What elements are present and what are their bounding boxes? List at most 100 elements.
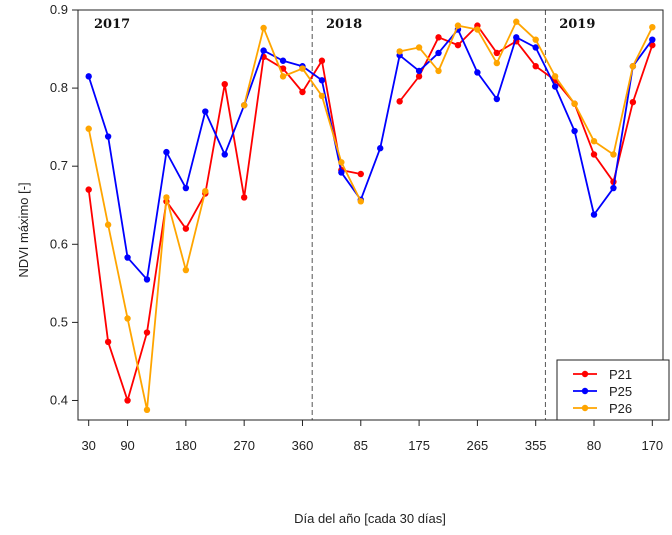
- data-point-P25-7: [202, 108, 209, 115]
- x-axis-title: Día del año [cada 30 días]: [294, 511, 446, 526]
- data-point-P25-1: [85, 73, 92, 80]
- data-point-P26-28: [610, 151, 617, 158]
- x-tick-label-270: 270: [233, 438, 255, 453]
- x-tick-label-80: 80: [587, 438, 601, 453]
- data-point-P26-6: [182, 266, 190, 274]
- legend-marker-P21: [581, 370, 589, 378]
- data-point-P26-10: [260, 24, 267, 32]
- data-point-P26-27: [590, 138, 598, 145]
- data-point-P26-7: [202, 187, 209, 195]
- data-point-P25-27: [590, 211, 598, 218]
- legend-marker-P25: [581, 387, 589, 395]
- data-point-P21-17: [396, 98, 403, 105]
- series-P26: [85, 18, 656, 414]
- data-point-P25-25: [551, 83, 559, 90]
- axes: 0.4 0.5 0.6 0.7 0.8 0.9 30 90 180 270 360 85 175 265 3…: [50, 2, 664, 453]
- data-point-P26-3: [124, 315, 131, 322]
- plot-frame: [77, 9, 664, 421]
- data-point-P26-29: [629, 63, 637, 70]
- legend-marker-P26: [581, 404, 589, 412]
- data-point-P21-8: [221, 80, 228, 88]
- data-point-P26-30: [649, 23, 656, 31]
- data-point-P26-9: [240, 102, 248, 109]
- data-point-P26-12: [299, 65, 306, 72]
- legend: P21 P25 P26: [556, 359, 670, 421]
- data-point-P25-14: [338, 169, 345, 176]
- x-tick-label-180: 180: [175, 438, 197, 453]
- legend-label-P25: P25: [609, 384, 632, 399]
- data-point-P21-2: [104, 338, 112, 346]
- data-point-P25-4: [143, 276, 151, 283]
- data-point-P25-8: [221, 151, 228, 158]
- data-point-P21-19: [435, 34, 442, 41]
- series-line-P25-1: [87, 28, 654, 281]
- data-point-P25-28: [610, 184, 617, 192]
- data-point-P21-22: [493, 49, 501, 57]
- y-axis-title: NDVI máximo [-]: [16, 182, 31, 277]
- x-tick-label-360: 360: [292, 438, 314, 453]
- series-P25: [85, 26, 656, 283]
- data-point-P25-11: [279, 57, 287, 64]
- series-line-P21-2: [398, 24, 654, 183]
- y-tick-label-0.9: 0.9: [50, 2, 68, 17]
- data-point-P26-5: [163, 194, 170, 201]
- data-point-P21-12: [299, 88, 306, 96]
- data-point-P21-30: [649, 41, 656, 49]
- data-point-P25-21: [474, 69, 481, 76]
- data-point-P25-2: [104, 133, 112, 140]
- data-point-P25-26: [571, 127, 578, 135]
- data-point-P21-13: [318, 57, 326, 64]
- x-tick-label-170: 170: [641, 438, 663, 453]
- year-label-2019: 2019: [559, 17, 595, 32]
- data-point-P25-16: [377, 145, 384, 152]
- y-tick-label-0.4: 0.4: [50, 392, 68, 407]
- data-point-P26-24: [532, 36, 539, 43]
- x-tick-label-175: 175: [408, 438, 430, 453]
- x-tick-label-355: 355: [525, 438, 547, 453]
- data-point-P21-15: [357, 170, 364, 178]
- data-point-P26-23: [513, 18, 520, 25]
- plot-area: 2017 2018 2019: [85, 10, 656, 420]
- x-tick-label-85: 85: [354, 438, 368, 453]
- data-point-P25-3: [124, 254, 131, 261]
- data-point-P26-25: [551, 73, 559, 80]
- year-label-2018: 2018: [326, 17, 362, 32]
- y-tick-label-0.6: 0.6: [50, 236, 68, 251]
- series-line-P21-1: [87, 55, 361, 402]
- data-point-P26-4: [143, 406, 151, 414]
- data-point-P25-30: [649, 36, 656, 43]
- x-tick-label-265: 265: [467, 438, 489, 453]
- data-point-P26-17: [396, 48, 403, 55]
- data-point-P25-18: [415, 67, 423, 75]
- data-point-P21-6: [182, 225, 190, 232]
- y-tick-label-0.5: 0.5: [50, 314, 68, 329]
- data-point-P25-6: [182, 184, 190, 192]
- data-point-P25-23: [513, 34, 520, 41]
- data-point-P26-15: [357, 198, 364, 205]
- legend-label-P21: P21: [609, 367, 632, 382]
- data-point-P26-18: [415, 44, 423, 51]
- data-point-P25-10: [260, 47, 267, 54]
- data-point-P26-14: [338, 159, 345, 166]
- x-tick-label-30: 30: [81, 438, 95, 453]
- data-point-P21-24: [532, 63, 539, 70]
- series-line-P26-3: [399, 20, 654, 156]
- data-point-P25-13: [318, 77, 326, 84]
- x-tick-label-90: 90: [120, 438, 134, 453]
- data-point-P21-18: [415, 73, 423, 80]
- data-point-P21-3: [124, 397, 131, 404]
- legend-box: [556, 359, 670, 421]
- y-tick-label-0.7: 0.7: [50, 158, 68, 173]
- data-point-P26-1: [85, 125, 92, 132]
- data-point-P21-9: [240, 194, 248, 201]
- data-point-P21-27: [590, 151, 598, 158]
- data-point-P26-22: [493, 59, 501, 67]
- data-point-P26-21: [474, 26, 481, 33]
- data-point-P21-29: [629, 98, 637, 106]
- year-label-2017: 2017: [94, 17, 130, 32]
- data-point-P25-5: [163, 148, 170, 156]
- data-point-P26-19: [435, 67, 442, 75]
- data-point-P26-11: [279, 73, 287, 80]
- data-point-P21-1: [85, 186, 92, 193]
